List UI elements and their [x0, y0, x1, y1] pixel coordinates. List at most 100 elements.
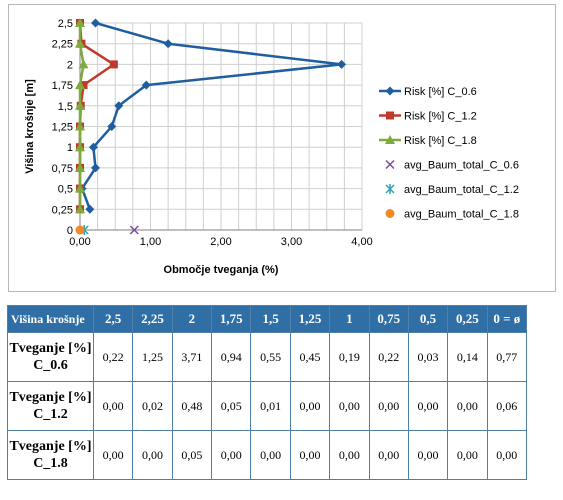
table-cell: 1,25	[132, 332, 173, 382]
x-axis-title: Območje tveganja (%)	[164, 264, 279, 276]
table-header-label: Višina krošnje	[7, 305, 94, 333]
table-cell: 0,77	[486, 332, 528, 382]
table-cell: 0,00	[92, 381, 134, 431]
y-tick-label: 0,75	[52, 163, 73, 175]
table-cell: 0,00	[250, 430, 291, 480]
table-row-label: Tveganje [%] C_0.6	[7, 332, 94, 382]
series-0	[77, 18, 347, 214]
table-column-header: 2,25	[132, 305, 173, 333]
table-column-header: 1,25	[289, 305, 331, 333]
table-column-header: 2,5	[92, 305, 134, 333]
data-point	[75, 142, 85, 152]
y-tick-label: 2,25	[52, 39, 73, 51]
table-cell: 0,00	[329, 430, 370, 480]
y-tick-label: 0,5	[58, 184, 73, 196]
table-column-header: 1	[329, 305, 370, 333]
data-point	[75, 204, 85, 214]
data-point	[75, 225, 85, 235]
row-label-line1: Tveganje [%]	[9, 439, 92, 454]
table-cell: 0,19	[329, 332, 370, 382]
table-column-header: 1,5	[250, 305, 291, 333]
series-2	[75, 18, 89, 214]
table-row-label: Tveganje [%] C_1.2	[7, 381, 94, 431]
series-line	[78, 23, 85, 210]
table-column-header: 0,75	[368, 305, 409, 333]
data-table: Višina krošnje 2,5 2,25 2 1,75 1,5 1,25 1 0,75 0…	[7, 305, 528, 480]
series-line	[80, 21, 343, 210]
table-cell: 0,01	[250, 381, 291, 431]
table-cell: 0,00	[447, 430, 488, 480]
data-point	[129, 225, 139, 235]
data-point	[107, 122, 117, 131]
table-cell: 0,00	[368, 430, 409, 480]
series-1	[76, 19, 118, 214]
risk-chart: 0,00 1,00 2,00 3,00 4,00 0 0,25 0,5 0,75 1 1,25 1,5…	[24, 18, 519, 276]
row-label-line1: Tveganje [%]	[9, 390, 92, 405]
legend-label: Risk [%] C_1.8	[404, 135, 477, 147]
table-row: Tveganje [%] C_1.8 0,00 0,00 0,05 0,00 0,00 0,0…	[7, 430, 528, 480]
data-point	[337, 59, 347, 69]
row-label-line1: Tveganje [%]	[9, 341, 92, 356]
table-cell: 0,00	[211, 430, 252, 480]
legend-item: Risk [%] C_1.2	[379, 111, 477, 123]
series-3	[129, 225, 139, 235]
x-tick-label: 2,00	[210, 236, 231, 248]
table-column-header: 0 = ø	[486, 305, 528, 333]
legend-item: avg_Baum_total_C_0.6	[385, 159, 519, 172]
legend-marker	[385, 184, 395, 194]
y-tick-label: 0	[67, 225, 73, 237]
legend-label: avg_Baum_total_C_0.6	[404, 160, 519, 172]
table-row: Tveganje [%] C_0.6 0,22 1,25 3,71 0,94 0,55 0,4…	[7, 332, 528, 382]
y-tick-label: 1,25	[52, 122, 73, 134]
data-point	[75, 183, 85, 193]
row-label-line2: C_1.2	[33, 407, 68, 422]
table-cell: 0,94	[211, 332, 252, 382]
legend-label: avg_Baum_total_C_1.2	[404, 184, 519, 196]
legend-item: avg_Baum_total_C_1.8	[385, 209, 519, 221]
table-cell: 0,55	[250, 332, 291, 382]
table-cell: 0,00	[368, 381, 409, 431]
table-cell: 0,14	[447, 332, 488, 382]
table-row: Tveganje [%] C_1.2 0,00 0,02 0,48 0,05 0,01 0,0…	[7, 381, 528, 431]
legend-marker	[385, 159, 395, 170]
table-cell: 0,00	[132, 430, 173, 480]
table-cell: 0,05	[211, 381, 252, 431]
legend-marker	[386, 111, 394, 120]
data-point	[75, 18, 85, 27]
table-cell: 0,00	[329, 381, 370, 431]
data-point	[75, 162, 85, 172]
table-cell: 0,00	[289, 430, 331, 480]
table-cell: 0,22	[368, 332, 409, 382]
table-cell: 0,45	[289, 332, 331, 382]
y-tick-label: 0,25	[52, 204, 73, 216]
table-cell: 0,48	[171, 381, 213, 431]
table-cell: 0,03	[407, 332, 449, 382]
legend-marker	[385, 86, 395, 96]
legend-label: Risk [%] C_0.6	[404, 86, 477, 98]
series-5	[75, 225, 85, 235]
y-axis-title: Višina krošnje [m]	[24, 79, 36, 174]
legend-item: Risk [%] C_0.6	[379, 86, 477, 98]
legend-item: Risk [%] C_1.8	[379, 135, 477, 147]
series-line	[78, 22, 116, 210]
table-header-row: Višina krošnje 2,5 2,25 2 1,75 1,5 1,25 1 0,75 0…	[7, 305, 528, 333]
data-point	[75, 38, 85, 48]
data-point	[75, 121, 85, 131]
table-column-header: 0,25	[447, 305, 488, 333]
table-cell: 0,06	[486, 381, 528, 431]
data-point	[109, 60, 118, 69]
data-point	[141, 80, 151, 90]
table-cell: 0,00	[447, 381, 488, 431]
table-cell: 0,00	[486, 430, 528, 480]
data-point	[75, 100, 85, 110]
x-tick-label: 1,00	[140, 236, 161, 248]
data-point	[91, 163, 101, 173]
data-point	[85, 204, 95, 214]
legend-marker	[385, 135, 395, 144]
table-column-header: 1,75	[211, 305, 252, 333]
legend-marker	[385, 209, 395, 218]
y-tick-label: 1,75	[52, 80, 73, 92]
table-cell: 0,00	[407, 381, 449, 431]
legend-label: Risk [%] C_1.2	[404, 111, 477, 123]
legend-item: avg_Baum_total_C_1.2	[385, 184, 519, 196]
